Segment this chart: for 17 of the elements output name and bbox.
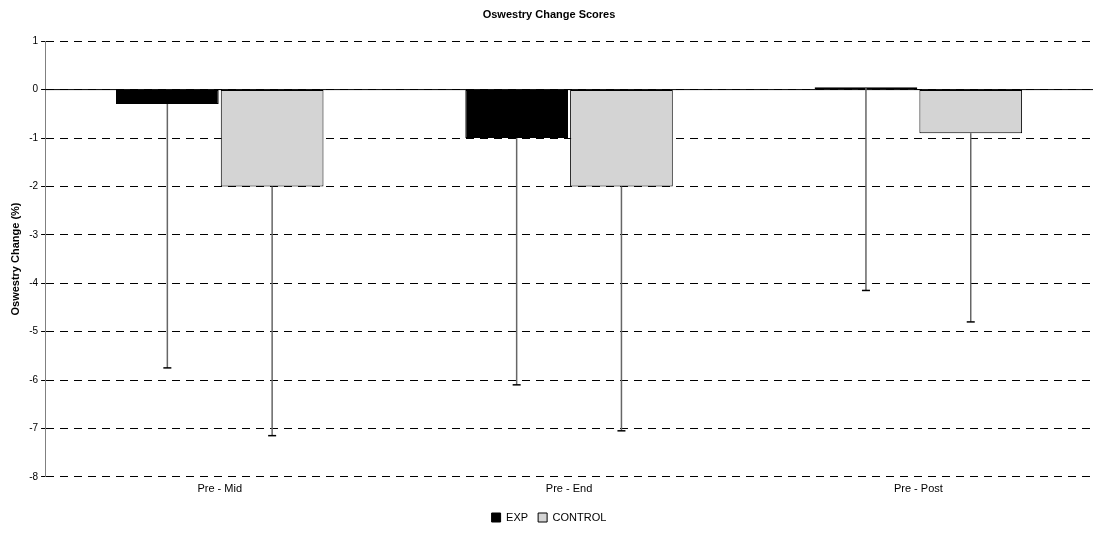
chart-title: Oswestry Change Scores — [482, 7, 616, 20]
y-tick-label: 0 — [32, 83, 39, 95]
y-tick-label: -8 — [29, 470, 39, 482]
y-tick-label: 1 — [32, 34, 39, 46]
x-tick-label: Pre - Post — [893, 482, 943, 495]
y-tick-label: -5 — [29, 325, 39, 337]
y-tick-label: -2 — [29, 180, 39, 192]
y-tick-label: -7 — [29, 422, 39, 434]
legend-label: EXP — [506, 510, 529, 523]
y-tick-label: -1 — [29, 131, 39, 143]
legend-label: CONTROL — [552, 510, 607, 523]
y-tick-label: -3 — [29, 228, 39, 240]
y-axis-title: Oswestry Change (%) — [8, 202, 21, 316]
y-tick-label: -6 — [29, 373, 39, 385]
x-tick-label: Pre - End — [545, 482, 593, 495]
y-tick-label: -4 — [29, 276, 39, 288]
x-tick-label: Pre - Mid — [197, 482, 243, 495]
